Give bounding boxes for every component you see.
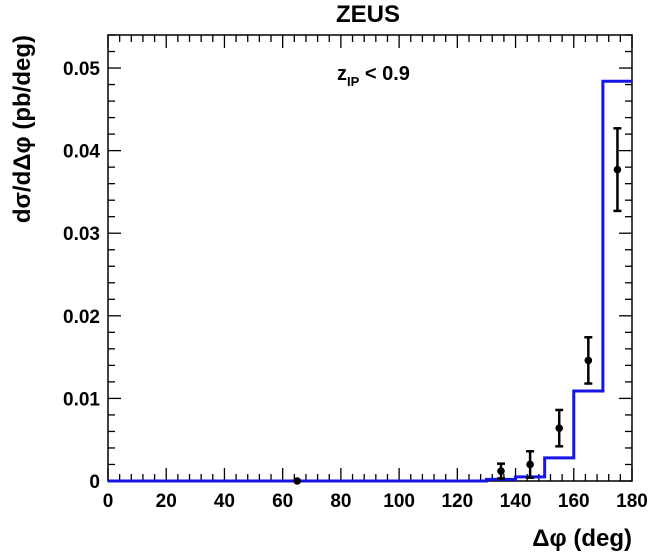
annotation-rest: < 0.9 xyxy=(359,63,410,85)
x-tick-label: 40 xyxy=(214,491,235,512)
data-point xyxy=(555,408,564,448)
point-marker xyxy=(293,477,302,485)
selection-annotation: zIP < 0.9 xyxy=(337,63,410,89)
y-tick-labels: 0 0.01 0.02 0.03 0.04 0.05 xyxy=(63,59,100,493)
x-tick-label: 140 xyxy=(500,491,532,512)
x-axis-label: Δφ (deg) xyxy=(532,525,632,552)
histogram-series xyxy=(108,79,632,483)
y-tick-label: 0.05 xyxy=(63,59,100,80)
y-tick-label: 0 xyxy=(89,472,100,493)
data-point xyxy=(584,336,593,385)
plot-frame xyxy=(107,34,633,482)
data-point xyxy=(497,462,505,480)
point-marker xyxy=(613,165,622,174)
data-point xyxy=(613,127,622,213)
annotation-subscript: IP xyxy=(347,74,360,89)
point-marker xyxy=(584,356,593,365)
x-tick-label: 60 xyxy=(272,491,293,512)
x-tick-label: 180 xyxy=(616,491,648,512)
x-tick-label: 120 xyxy=(441,491,473,512)
x-tick-label: 160 xyxy=(558,491,590,512)
point-marker xyxy=(497,467,505,475)
data-point xyxy=(526,450,535,479)
point-marker xyxy=(526,460,534,469)
y-tick-label: 0.02 xyxy=(63,307,100,328)
data-point xyxy=(293,477,302,485)
y-tick-label: 0.01 xyxy=(63,389,100,410)
annotation-main: z xyxy=(337,63,347,85)
point-marker xyxy=(555,424,564,432)
y-axis-label: dσ/dΔφ (pb/deg) xyxy=(9,35,36,223)
x-tick-label: 100 xyxy=(383,491,415,512)
x-tick-labels: 0 20 40 60 80 100 120 140 160 180 xyxy=(103,491,648,512)
y-tick-label: 0.03 xyxy=(63,224,100,245)
y-tick-label: 0.04 xyxy=(63,142,100,163)
chart-title: ZEUS xyxy=(336,1,400,28)
data-points xyxy=(293,127,622,485)
x-tick-label: 0 xyxy=(103,491,114,512)
x-tick-label: 80 xyxy=(330,491,351,512)
x-tick-label: 20 xyxy=(156,491,177,512)
axis-ticks xyxy=(107,34,633,482)
